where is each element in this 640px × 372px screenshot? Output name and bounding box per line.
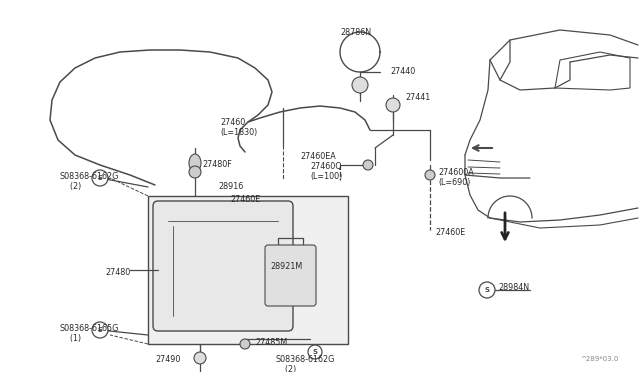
Circle shape bbox=[425, 170, 435, 180]
Text: S08368-6165G
    (1): S08368-6165G (1) bbox=[60, 324, 120, 343]
Circle shape bbox=[240, 339, 250, 349]
Text: S: S bbox=[484, 287, 490, 293]
Text: 28984N: 28984N bbox=[498, 283, 529, 292]
Text: 28921M: 28921M bbox=[270, 262, 302, 271]
Circle shape bbox=[352, 77, 368, 93]
Text: 27440: 27440 bbox=[390, 67, 415, 77]
FancyBboxPatch shape bbox=[265, 245, 316, 306]
Text: 27460
(L=1830): 27460 (L=1830) bbox=[220, 118, 257, 137]
Text: 27490: 27490 bbox=[155, 355, 180, 364]
Text: S08368-6162G
    (2): S08368-6162G (2) bbox=[60, 172, 120, 192]
Text: 28786N: 28786N bbox=[340, 28, 371, 37]
Text: 27460Q
(L=100): 27460Q (L=100) bbox=[310, 162, 342, 182]
Text: 28916: 28916 bbox=[218, 182, 243, 191]
Circle shape bbox=[308, 345, 322, 359]
Text: S: S bbox=[312, 349, 317, 355]
Circle shape bbox=[363, 160, 373, 170]
Text: S: S bbox=[97, 175, 102, 181]
Circle shape bbox=[479, 282, 495, 298]
Circle shape bbox=[189, 166, 201, 178]
FancyBboxPatch shape bbox=[148, 196, 348, 344]
Text: 27441: 27441 bbox=[405, 93, 430, 103]
Text: S08368-6162G
    (2): S08368-6162G (2) bbox=[275, 355, 334, 372]
Text: 27480: 27480 bbox=[105, 268, 131, 277]
Text: 27460EA: 27460EA bbox=[300, 152, 336, 161]
Circle shape bbox=[194, 352, 206, 364]
Text: 27485M: 27485M bbox=[255, 338, 287, 347]
Text: 274600A
(L=690): 274600A (L=690) bbox=[438, 168, 474, 187]
Text: 27480F: 27480F bbox=[202, 160, 232, 169]
Text: 27460E: 27460E bbox=[435, 228, 465, 237]
Circle shape bbox=[92, 322, 108, 338]
Text: 27460E: 27460E bbox=[230, 195, 260, 204]
Text: ^289*03.0: ^289*03.0 bbox=[580, 356, 618, 362]
Circle shape bbox=[92, 170, 108, 186]
FancyBboxPatch shape bbox=[153, 201, 293, 331]
Circle shape bbox=[386, 98, 400, 112]
Ellipse shape bbox=[189, 154, 201, 172]
Text: S: S bbox=[97, 327, 102, 333]
